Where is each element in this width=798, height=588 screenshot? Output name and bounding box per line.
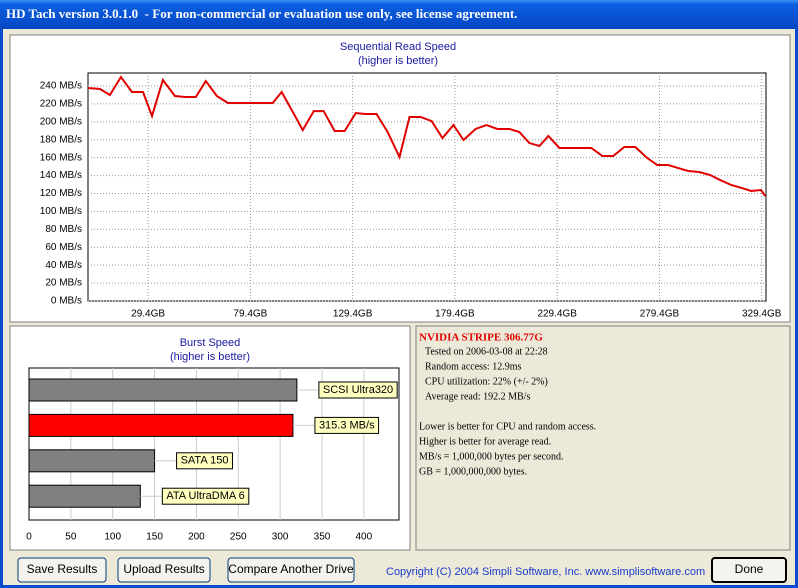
x-tick-label: 279.4GB	[640, 309, 680, 320]
x-tick-label: 400	[355, 532, 372, 543]
x-tick-label: 50	[65, 532, 77, 543]
y-tick-label: 80 MB/s	[45, 224, 82, 235]
y-tick-label: 120 MB/s	[40, 188, 82, 199]
info-note: Lower is better for CPU and random acces…	[419, 421, 596, 432]
y-tick-label: 60 MB/s	[45, 242, 82, 253]
drive-name: NVIDIA STRIPE 306.77G	[419, 332, 543, 344]
x-tick-label: 129.4GB	[333, 309, 373, 320]
chart-title: Sequential Read Speed	[340, 41, 456, 53]
button[interactable]: Save Results	[17, 557, 107, 583]
y-tick-label: 20 MB/s	[45, 278, 82, 289]
x-tick-label: 29.4GB	[131, 309, 165, 320]
y-tick-label: 0 MB/s	[51, 296, 82, 307]
bar-label-box	[176, 452, 233, 470]
button-frame[interactable]	[17, 557, 107, 583]
button[interactable]: Upload Results	[117, 557, 211, 583]
x-tick-label: 0	[26, 532, 32, 543]
bar	[28, 484, 141, 508]
info-line: Tested on 2006-03-08 at 22:28	[425, 346, 548, 357]
info-line: Average read: 192.2 MB/s	[425, 391, 530, 402]
x-tick-label: 329.4GB	[742, 309, 782, 320]
button-label[interactable]: Save Results	[27, 562, 98, 576]
y-tick-label: 200 MB/s	[40, 116, 82, 127]
bar-label: SCSI Ultra320	[323, 384, 393, 396]
y-tick-label: 40 MB/s	[45, 260, 82, 271]
chart-subtitle: (higher is better)	[358, 55, 438, 67]
x-tick-label: 100	[104, 532, 121, 543]
plot-area	[87, 72, 767, 302]
x-tick-label: 250	[230, 532, 247, 543]
bar-label-box	[318, 381, 398, 399]
button[interactable]: Compare Another Drive	[227, 557, 355, 583]
bar	[28, 378, 298, 402]
bar	[28, 449, 156, 473]
x-tick-label: 79.4GB	[233, 309, 267, 320]
bar-label-box	[161, 487, 250, 505]
button-frame[interactable]	[117, 557, 211, 583]
y-tick-label: 180 MB/s	[40, 134, 82, 145]
info-note: Higher is better for average read.	[419, 436, 551, 447]
info-line: CPU utilization: 22% (+/- 2%)	[425, 376, 548, 387]
info-note: MB/s = 1,000,000 bytes per second.	[419, 451, 564, 462]
bar-label: 315.3 MB/s	[319, 419, 375, 431]
y-tick-label: 240 MB/s	[40, 81, 82, 92]
bar-label: SATA 150	[181, 455, 229, 467]
y-tick-label: 100 MB/s	[40, 206, 82, 217]
y-tick-label: 220 MB/s	[40, 99, 82, 110]
chart-subtitle: (higher is better)	[170, 351, 250, 363]
bar-label: ATA UltraDMA 6	[166, 490, 244, 502]
x-tick-label: 350	[314, 532, 331, 543]
info-note: GB = 1,000,000,000 bytes.	[419, 466, 527, 477]
y-tick-label: 140 MB/s	[40, 170, 82, 181]
button-label[interactable]: Compare Another Drive	[228, 562, 354, 576]
button-frame[interactable]	[227, 557, 355, 583]
info-line: Random access: 12.9ms	[425, 361, 521, 372]
window-title: HD Tach version 3.0.1.0 - For non-commer…	[6, 6, 517, 21]
bar	[28, 413, 294, 437]
read-speed-line	[87, 75, 767, 197]
done-button[interactable]: Done	[711, 557, 787, 583]
title-bar	[0, 0, 798, 29]
chart-title: Burst Speed	[180, 337, 241, 349]
x-tick-label: 229.4GB	[537, 309, 577, 320]
x-tick-label: 300	[272, 532, 289, 543]
info-panel	[415, 325, 791, 551]
done-frame[interactable]	[711, 557, 787, 583]
copyright: Copyright (C) 2004 Simpli Software, Inc.…	[386, 566, 705, 578]
bar-label-box	[314, 416, 380, 434]
x-tick-label: 179.4GB	[435, 309, 475, 320]
x-tick-label: 200	[188, 532, 205, 543]
button-label[interactable]: Upload Results	[123, 562, 204, 576]
y-tick-label: 160 MB/s	[40, 152, 82, 163]
x-tick-label: 150	[146, 532, 163, 543]
done-label[interactable]: Done	[735, 562, 764, 576]
